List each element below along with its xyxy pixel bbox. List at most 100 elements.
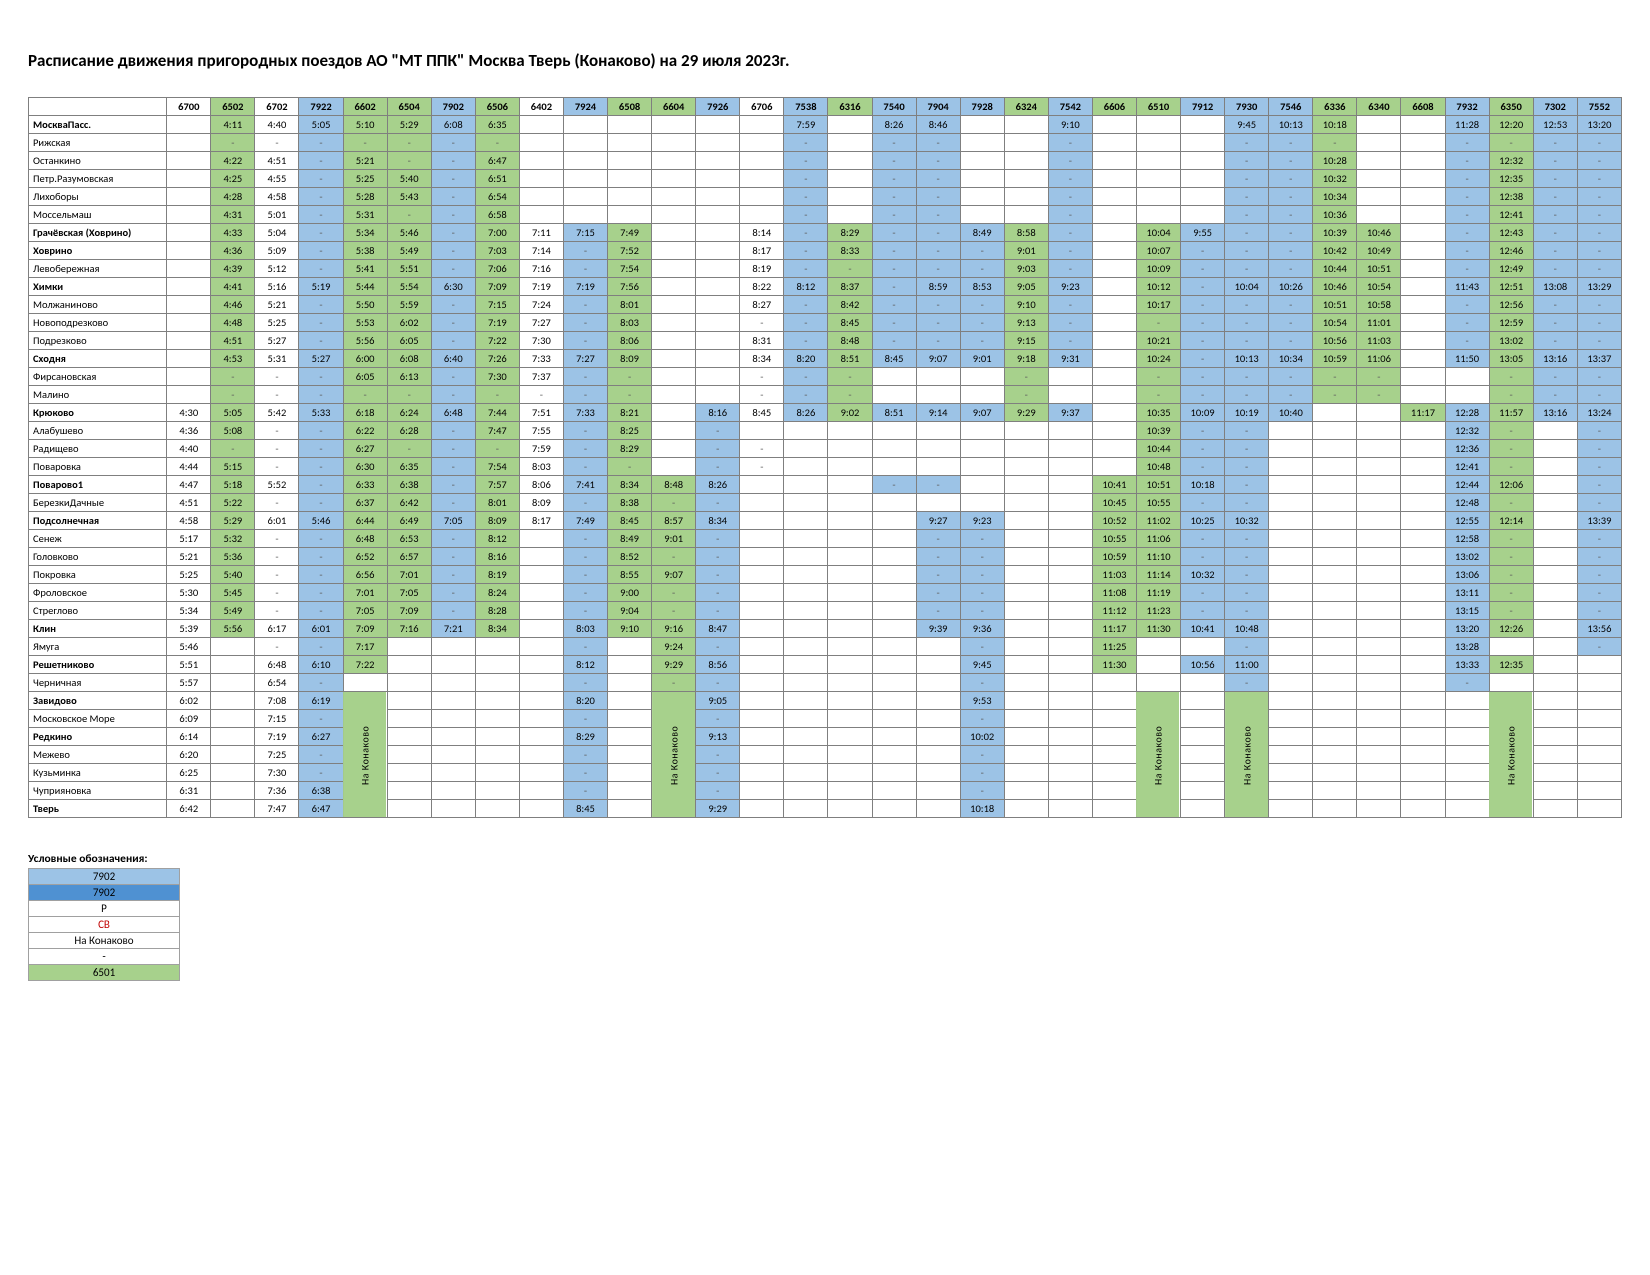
cell: 9:29 bbox=[696, 800, 740, 818]
cell bbox=[211, 782, 255, 800]
to-konakovo-label: На Конаково bbox=[1225, 692, 1269, 818]
cell bbox=[1401, 152, 1445, 170]
station-name: Грачёвская (Ховрино) bbox=[29, 224, 167, 242]
cell: - bbox=[1048, 296, 1092, 314]
cell bbox=[1401, 548, 1445, 566]
cell bbox=[1181, 638, 1225, 656]
cell bbox=[1313, 530, 1357, 548]
cell bbox=[1048, 584, 1092, 602]
cell bbox=[1004, 188, 1048, 206]
cell: 6:52 bbox=[343, 548, 387, 566]
cell: - bbox=[431, 386, 475, 404]
cell: 8:45 bbox=[563, 800, 607, 818]
cell bbox=[1577, 674, 1621, 692]
cell bbox=[608, 152, 652, 170]
cell bbox=[696, 206, 740, 224]
cell: - bbox=[696, 494, 740, 512]
train-header: 6340 bbox=[1357, 98, 1401, 116]
cell: 8:20 bbox=[784, 350, 828, 368]
cell bbox=[1357, 404, 1401, 422]
cell: - bbox=[387, 440, 431, 458]
cell: 10:09 bbox=[1136, 260, 1180, 278]
cell bbox=[784, 620, 828, 638]
cell bbox=[475, 782, 519, 800]
cell bbox=[872, 638, 916, 656]
cell bbox=[1401, 368, 1445, 386]
cell bbox=[1313, 764, 1357, 782]
cell: 5:57 bbox=[167, 674, 211, 692]
cell: - bbox=[299, 476, 343, 494]
cell: 12:44 bbox=[1445, 476, 1489, 494]
cell: 7:30 bbox=[255, 764, 299, 782]
cell bbox=[1048, 782, 1092, 800]
cell: - bbox=[563, 782, 607, 800]
cell: 5:31 bbox=[343, 206, 387, 224]
cell: 9:01 bbox=[1004, 242, 1048, 260]
cell bbox=[828, 134, 872, 152]
cell: 6:09 bbox=[167, 710, 211, 728]
cell: 8:12 bbox=[563, 656, 607, 674]
cell: 11:28 bbox=[1445, 116, 1489, 134]
cell: - bbox=[431, 422, 475, 440]
cell: 6:44 bbox=[343, 512, 387, 530]
cell: 7:22 bbox=[343, 656, 387, 674]
cell: - bbox=[431, 332, 475, 350]
cell: - bbox=[1181, 350, 1225, 368]
cell bbox=[1357, 206, 1401, 224]
cell bbox=[1048, 800, 1092, 818]
cell bbox=[1092, 206, 1136, 224]
cell bbox=[1577, 692, 1621, 710]
cell bbox=[1092, 278, 1136, 296]
cell bbox=[872, 692, 916, 710]
cell: 9:03 bbox=[1004, 260, 1048, 278]
cell: - bbox=[1181, 386, 1225, 404]
cell bbox=[740, 764, 784, 782]
cell: 9:14 bbox=[916, 404, 960, 422]
cell: 6:48 bbox=[343, 530, 387, 548]
cell bbox=[784, 476, 828, 494]
cell bbox=[387, 710, 431, 728]
cell: - bbox=[784, 296, 828, 314]
cell: - bbox=[1577, 494, 1621, 512]
cell: - bbox=[960, 260, 1004, 278]
cell: 5:46 bbox=[299, 512, 343, 530]
cell: - bbox=[1225, 242, 1269, 260]
cell: - bbox=[1269, 170, 1313, 188]
cell bbox=[1533, 422, 1577, 440]
cell: 5:46 bbox=[387, 224, 431, 242]
cell: 6:05 bbox=[387, 332, 431, 350]
cell: - bbox=[1004, 368, 1048, 386]
cell bbox=[1357, 476, 1401, 494]
cell bbox=[916, 764, 960, 782]
cell bbox=[784, 782, 828, 800]
cell bbox=[1401, 566, 1445, 584]
cell: - bbox=[1181, 260, 1225, 278]
cell bbox=[1401, 746, 1445, 764]
cell bbox=[167, 170, 211, 188]
cell: 9:37 bbox=[1048, 404, 1092, 422]
cell bbox=[1004, 494, 1048, 512]
cell: 6:20 bbox=[167, 746, 211, 764]
cell bbox=[740, 602, 784, 620]
train-header: 7932 bbox=[1445, 98, 1489, 116]
cell bbox=[872, 386, 916, 404]
cell: - bbox=[387, 134, 431, 152]
cell: - bbox=[343, 134, 387, 152]
cell: 10:48 bbox=[1136, 458, 1180, 476]
cell bbox=[1401, 656, 1445, 674]
cell: 5:17 bbox=[167, 530, 211, 548]
station-name: Фроловское bbox=[29, 584, 167, 602]
cell: 13:39 bbox=[1577, 512, 1621, 530]
cell bbox=[1092, 728, 1136, 746]
cell bbox=[828, 152, 872, 170]
train-header: 6350 bbox=[1489, 98, 1533, 116]
cell: - bbox=[1577, 260, 1621, 278]
train-header: 6324 bbox=[1004, 98, 1048, 116]
cell bbox=[740, 638, 784, 656]
cell bbox=[1181, 800, 1225, 818]
cell bbox=[1357, 764, 1401, 782]
station-name: Тверь bbox=[29, 800, 167, 818]
cell bbox=[696, 296, 740, 314]
cell bbox=[872, 548, 916, 566]
cell bbox=[1136, 638, 1180, 656]
